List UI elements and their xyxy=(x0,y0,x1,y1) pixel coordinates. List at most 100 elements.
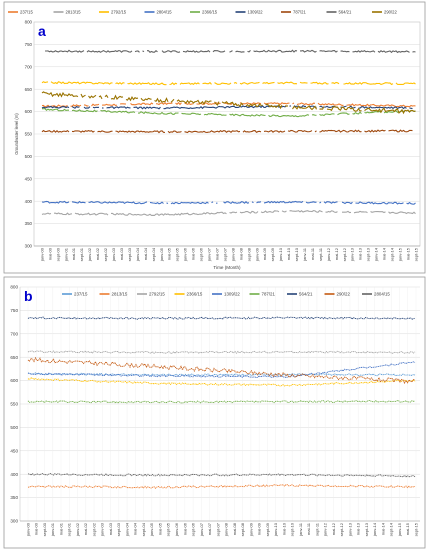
series-line xyxy=(312,115,317,116)
x-tick-label: janv-05 xyxy=(149,522,154,537)
y-tick-label: 700 xyxy=(10,331,18,336)
x-tick-label: sept-03 xyxy=(116,522,121,536)
x-tick-label: sept-06 xyxy=(191,522,196,536)
y-tick-label: 800 xyxy=(10,285,18,290)
legend-label: 2804/15 xyxy=(157,10,173,15)
x-tick-label: sept-06 xyxy=(199,247,204,261)
x-tick-label: mai-00 xyxy=(47,247,52,260)
x-tick-label: mai-00 xyxy=(34,522,39,535)
legend-label: 2792/15 xyxy=(111,10,127,15)
x-tick-label: mai-08 xyxy=(238,247,243,260)
x-tick-label: sept-11 xyxy=(318,247,323,261)
y-axis-label: Groundwater level (m) xyxy=(14,113,19,155)
y-tick-label: 450 xyxy=(10,448,18,453)
panel-frame xyxy=(4,2,425,273)
x-tick-label: mai-02 xyxy=(83,522,88,535)
y-tick-label: 400 xyxy=(25,199,33,204)
x-tick-label: janv-10 xyxy=(278,247,283,262)
y-tick-label: 450 xyxy=(25,176,33,181)
x-tick-label: mai-14 xyxy=(382,247,387,260)
x-tick-label: mai-05 xyxy=(167,247,172,260)
x-tick-label: janv-10 xyxy=(273,522,278,537)
y-tick-label: 750 xyxy=(10,308,18,313)
legend-label: 1309/22 xyxy=(248,10,264,15)
x-tick-label: janv-02 xyxy=(87,247,92,262)
y-tick-label: 350 xyxy=(25,221,33,226)
x-tick-label: janv-14 xyxy=(374,247,379,262)
x-tick-label: sept-13 xyxy=(364,522,369,536)
x-tick-label: sept-01 xyxy=(79,247,84,261)
x-tick-label: janv-01 xyxy=(63,247,68,262)
legend-label: 2813/15 xyxy=(66,10,82,15)
series-line xyxy=(293,103,295,104)
x-tick-label: mai-10 xyxy=(286,247,291,260)
y-tick-label: 600 xyxy=(10,378,18,383)
x-tick-label: mai-14 xyxy=(380,522,385,535)
x-tick-label: sept-10 xyxy=(294,247,299,261)
x-tick-label: sept-00 xyxy=(42,522,47,536)
x-tick-label: mai-15 xyxy=(405,522,410,535)
y-tick-label: 650 xyxy=(10,355,18,360)
legend-label: 237/15 xyxy=(74,292,88,297)
x-tick-label: mai-06 xyxy=(182,522,187,535)
series-line xyxy=(167,203,169,204)
x-tick-label: sept-14 xyxy=(390,247,395,261)
panel-frame xyxy=(4,277,425,548)
x-tick-label: sept-09 xyxy=(270,247,275,261)
legend-label: 2804/15 xyxy=(374,292,390,297)
x-tick-label: janv-01 xyxy=(50,522,55,537)
y-tick-label: 350 xyxy=(10,495,18,500)
x-tick-label: janv-03 xyxy=(111,247,116,262)
series-line xyxy=(143,51,145,52)
x-tick-label: janv-07 xyxy=(199,522,204,537)
x-tick-label: sept-01 xyxy=(67,522,72,536)
y-tick-label: 600 xyxy=(25,109,33,114)
x-tick-label: janv-14 xyxy=(372,522,377,537)
x-tick-label: sept-13 xyxy=(366,247,371,261)
x-tick-label: sept-12 xyxy=(342,247,347,261)
y-tick-label: 400 xyxy=(10,472,18,477)
legend-label: 2366/15 xyxy=(202,10,218,15)
legend-label: 564/21 xyxy=(299,292,313,297)
x-tick-label: janv-11 xyxy=(302,247,307,262)
x-tick-label: mai-06 xyxy=(191,247,196,260)
x-tick-label: mai-08 xyxy=(232,522,237,535)
x-tick-label: janv-04 xyxy=(124,522,129,537)
legend-label: 2813/15 xyxy=(112,292,128,297)
x-tick-label: janv-06 xyxy=(174,522,179,537)
x-tick-label: janv-15 xyxy=(397,522,402,537)
x-tick-label: mai-01 xyxy=(58,522,63,535)
x-tick-label: mai-11 xyxy=(310,247,315,260)
x-tick-label: mai-15 xyxy=(405,247,410,260)
panel-b: 300350400450500550600650700750800janv-00… xyxy=(4,277,425,548)
x-tick-label: mai-13 xyxy=(358,247,363,260)
legend-label: 237/15 xyxy=(20,10,33,15)
x-tick-label: janv-08 xyxy=(230,247,235,262)
y-tick-label: 650 xyxy=(25,87,33,92)
x-tick-label: mai-09 xyxy=(262,247,267,260)
panel-letter: b xyxy=(24,288,33,304)
legend-label: 787/21 xyxy=(293,10,306,15)
x-tick-label: sept-11 xyxy=(314,522,319,536)
y-tick-label: 550 xyxy=(25,132,33,137)
y-tick-label: 300 xyxy=(10,519,18,524)
x-tick-label: sept-12 xyxy=(339,522,344,536)
x-tick-label: janv-00 xyxy=(39,247,44,262)
x-tick-label: mai-02 xyxy=(95,247,100,260)
x-tick-label: mai-01 xyxy=(71,247,76,260)
x-tick-label: janv-03 xyxy=(100,522,105,537)
series-line xyxy=(212,202,214,203)
x-tick-label: sept-07 xyxy=(215,522,220,536)
x-tick-label: sept-15 xyxy=(413,522,418,536)
legend-label: 1309/22 xyxy=(224,292,240,297)
x-tick-label: janv-13 xyxy=(347,522,352,537)
x-tick-label: mai-11 xyxy=(306,522,311,535)
y-tick-label: 750 xyxy=(25,42,33,47)
x-tick-label: janv-09 xyxy=(248,522,253,537)
legend-label: 564/21 xyxy=(339,10,352,15)
x-tick-label: sept-03 xyxy=(127,247,132,261)
x-tick-label: sept-08 xyxy=(246,247,251,261)
x-tick-label: janv-05 xyxy=(159,247,164,262)
